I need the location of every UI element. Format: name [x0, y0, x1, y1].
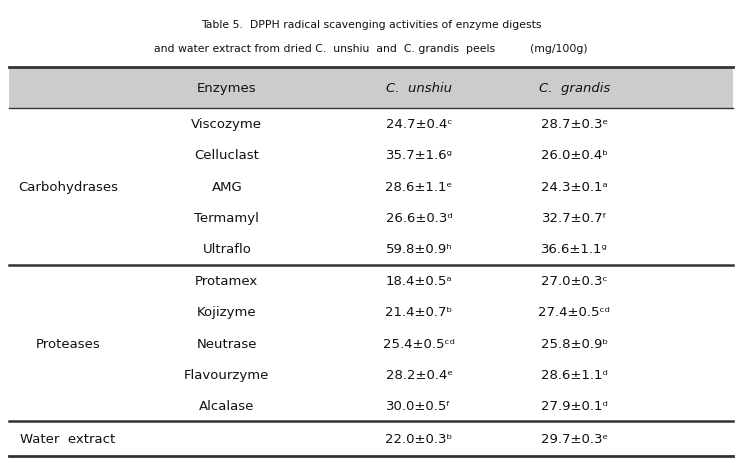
Text: Flavourzyme: Flavourzyme — [184, 368, 269, 381]
Text: 24.7±0.4ᶜ: 24.7±0.4ᶜ — [386, 118, 452, 131]
Text: Termamyl: Termamyl — [194, 212, 259, 225]
Text: 27.9±0.1ᵈ: 27.9±0.1ᵈ — [541, 400, 608, 413]
Text: 29.7±0.3ᵉ: 29.7±0.3ᵉ — [541, 432, 608, 445]
Text: Neutrase: Neutrase — [197, 337, 257, 350]
Text: Proteases: Proteases — [36, 337, 100, 350]
Text: C.  grandis: C. grandis — [539, 82, 610, 95]
Text: Protamex: Protamex — [195, 274, 258, 287]
Text: 28.6±1.1ᵈ: 28.6±1.1ᵈ — [541, 368, 608, 381]
Text: Alcalase: Alcalase — [199, 400, 255, 413]
Text: C.  unshiu: C. unshiu — [386, 82, 452, 95]
Text: Ultraflo: Ultraflo — [203, 243, 252, 256]
Text: 26.0±0.4ᵇ: 26.0±0.4ᵇ — [541, 149, 608, 162]
Text: Carbohydrases: Carbohydrases — [18, 181, 118, 194]
Text: 27.0±0.3ᶜ: 27.0±0.3ᶜ — [541, 274, 608, 287]
Text: 30.0±0.5ᶠ: 30.0±0.5ᶠ — [387, 400, 452, 413]
Text: 25.4±0.5ᶜᵈ: 25.4±0.5ᶜᵈ — [383, 337, 455, 350]
Text: 21.4±0.7ᵇ: 21.4±0.7ᵇ — [385, 306, 453, 319]
Bar — [9, 68, 733, 109]
Text: 28.2±0.4ᵉ: 28.2±0.4ᵉ — [386, 368, 453, 381]
Text: Viscozyme: Viscozyme — [191, 118, 263, 131]
Text: 59.8±0.9ʰ: 59.8±0.9ʰ — [386, 243, 453, 256]
Text: and water extract from dried C.  unshiu  and  C. grandis  peels          (mg/100: and water extract from dried C. unshiu a… — [154, 44, 588, 54]
Text: AMG: AMG — [211, 181, 242, 194]
Text: 28.6±1.1ᵉ: 28.6±1.1ᵉ — [386, 181, 453, 194]
Text: Enzymes: Enzymes — [197, 82, 257, 95]
Text: 24.3±0.1ᵃ: 24.3±0.1ᵃ — [541, 181, 608, 194]
Text: Water  extract: Water extract — [20, 432, 116, 445]
Text: 18.4±0.5ᵃ: 18.4±0.5ᵃ — [386, 274, 453, 287]
Text: 28.7±0.3ᵉ: 28.7±0.3ᵉ — [541, 118, 608, 131]
Text: 25.8±0.9ᵇ: 25.8±0.9ᵇ — [541, 337, 608, 350]
Text: Celluclast: Celluclast — [194, 149, 259, 162]
Text: 27.4±0.5ᶜᵈ: 27.4±0.5ᶜᵈ — [538, 306, 610, 319]
Text: 35.7±1.6ᵍ: 35.7±1.6ᵍ — [386, 149, 453, 162]
Text: 32.7±0.7ᶠ: 32.7±0.7ᶠ — [542, 212, 607, 225]
Text: 36.6±1.1ᵍ: 36.6±1.1ᵍ — [541, 243, 608, 256]
Text: Table 5.  DPPH radical scavenging activities of enzyme digests: Table 5. DPPH radical scavenging activit… — [201, 20, 541, 30]
Text: 22.0±0.3ᵇ: 22.0±0.3ᵇ — [385, 432, 453, 445]
Text: 26.6±0.3ᵈ: 26.6±0.3ᵈ — [386, 212, 453, 225]
Text: Kojizyme: Kojizyme — [197, 306, 257, 319]
